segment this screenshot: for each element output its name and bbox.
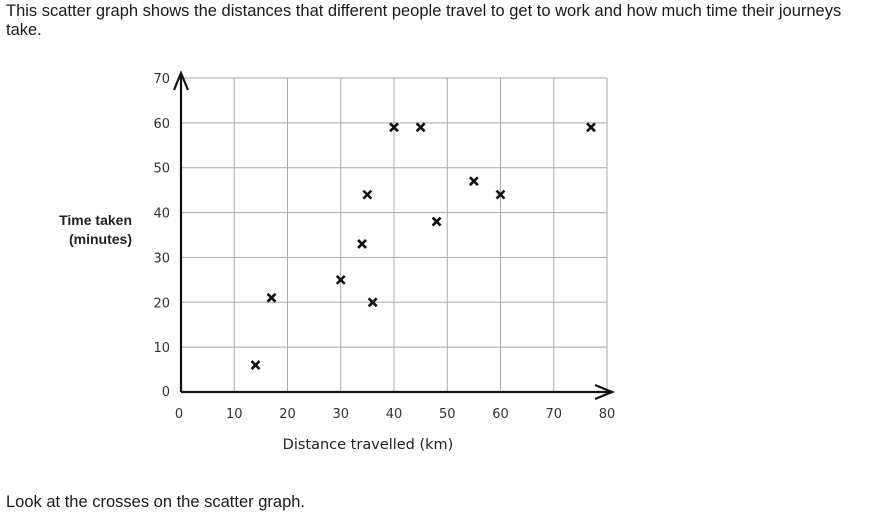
data-point xyxy=(495,189,506,200)
y-tick-label: 40 xyxy=(153,207,170,222)
x-axis-label: Distance travelled (km) xyxy=(283,437,454,453)
data-point xyxy=(389,122,399,133)
chart-grid xyxy=(181,77,608,392)
y-tick-label: 0 xyxy=(162,385,170,400)
x-tick-label: 10 xyxy=(226,407,243,422)
y-tick-label: 70 xyxy=(153,72,170,87)
x-axis-arrow-icon xyxy=(594,383,615,401)
y-tick-label: 20 xyxy=(153,296,170,311)
data-point xyxy=(357,239,367,249)
y-axis-label-line-2: (minutes) xyxy=(69,231,132,247)
y-tick-label: 10 xyxy=(153,341,170,356)
data-point xyxy=(250,360,261,371)
x-tick-label: 0 xyxy=(175,407,183,422)
y-axis-label: Time taken (minutes) xyxy=(20,211,132,249)
y-axis-label-line-1: Time taken xyxy=(59,212,132,228)
x-tick-label: 30 xyxy=(332,407,349,422)
intro-text: This scatter graph shows the distances t… xyxy=(6,2,842,39)
data-point xyxy=(362,189,373,200)
data-point xyxy=(586,122,596,133)
y-tick-label: 50 xyxy=(153,162,170,177)
chart-axes xyxy=(172,70,615,401)
chart-tick-labels: 0 10 20 30 40 50 60 70 0 10 20 30 40 50 60 70 80 xyxy=(153,72,615,422)
x-tick-label: 60 xyxy=(492,407,509,422)
y-tick-label: 30 xyxy=(153,251,170,266)
footer-text: Look at the crosses on the scatter graph… xyxy=(6,493,306,511)
x-tick-label: 50 xyxy=(439,407,456,422)
data-point xyxy=(335,274,346,285)
x-tick-label: 40 xyxy=(386,407,403,422)
data-point xyxy=(431,216,442,227)
data-point xyxy=(367,297,378,308)
data-point xyxy=(266,292,277,303)
chart-points xyxy=(250,122,596,371)
data-point xyxy=(415,122,426,133)
x-tick-label: 20 xyxy=(279,407,296,422)
x-tick-label: 70 xyxy=(545,407,562,422)
data-point xyxy=(468,176,479,187)
y-tick-label: 60 xyxy=(153,117,170,132)
y-axis-arrow-icon xyxy=(172,70,190,91)
x-tick-label: 80 xyxy=(599,407,616,422)
